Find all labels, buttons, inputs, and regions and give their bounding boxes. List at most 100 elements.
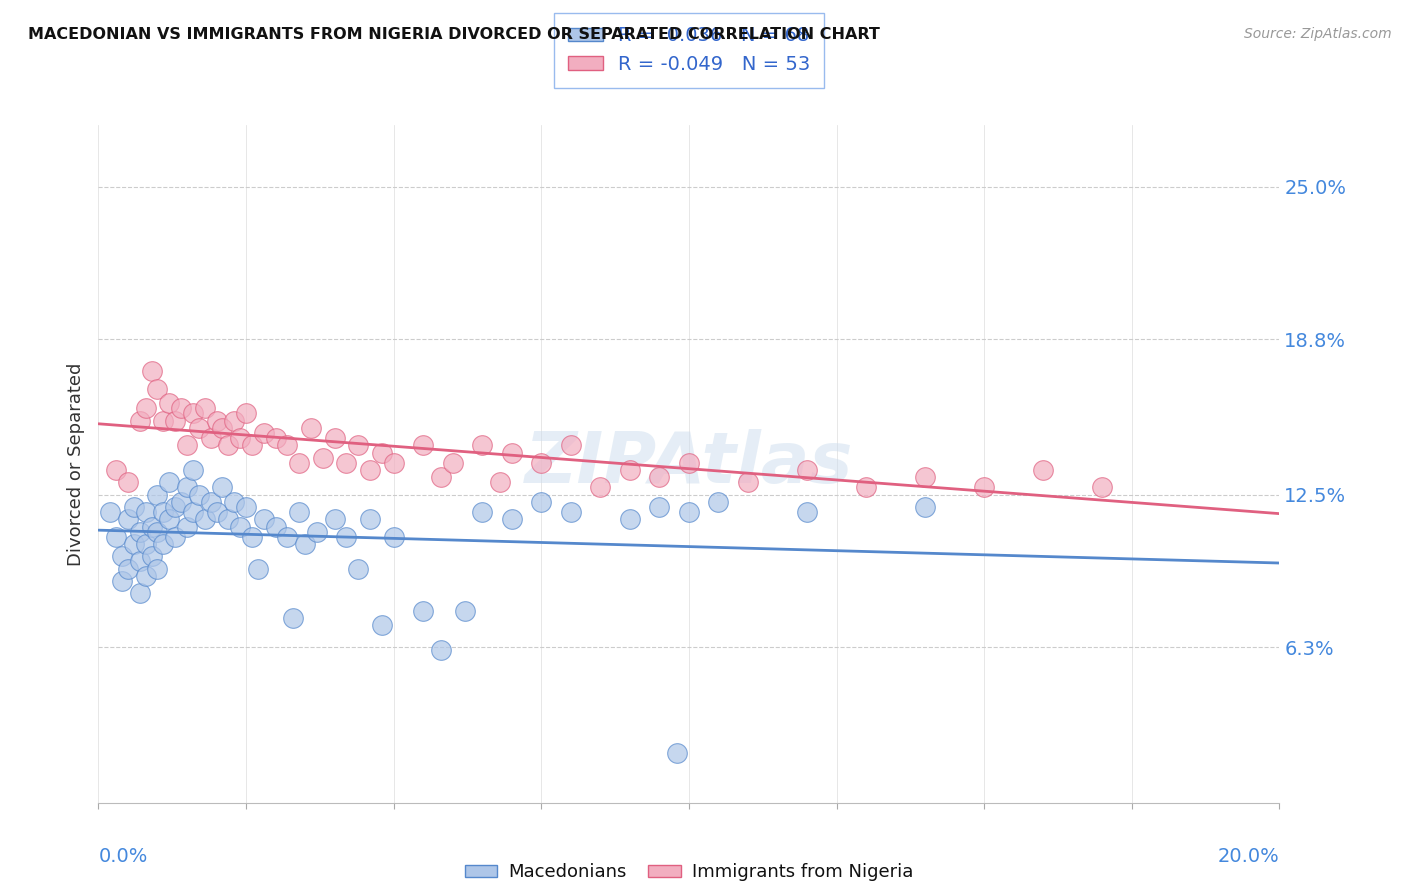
- Point: [157, 475, 180, 490]
- Point: [141, 549, 163, 564]
- Point: [264, 519, 287, 533]
- Point: [678, 505, 700, 519]
- Point: [200, 431, 222, 445]
- Point: [128, 586, 150, 600]
- Text: 20.0%: 20.0%: [1218, 847, 1279, 866]
- Point: [560, 505, 582, 519]
- Point: [157, 396, 180, 410]
- Point: [141, 519, 163, 533]
- Point: [217, 438, 239, 452]
- Point: [501, 512, 523, 526]
- Point: [217, 512, 239, 526]
- Point: [412, 603, 434, 617]
- Point: [176, 438, 198, 452]
- Point: [211, 421, 233, 435]
- Point: [170, 495, 193, 509]
- Point: [122, 537, 145, 551]
- Point: [666, 747, 689, 761]
- Point: [530, 495, 553, 509]
- Point: [111, 574, 134, 588]
- Point: [323, 431, 346, 445]
- Point: [211, 480, 233, 494]
- Point: [471, 438, 494, 452]
- Point: [914, 470, 936, 484]
- Point: [229, 519, 252, 533]
- Point: [205, 505, 228, 519]
- Point: [359, 463, 381, 477]
- Point: [165, 414, 187, 428]
- Point: [181, 406, 204, 420]
- Point: [181, 505, 204, 519]
- Point: [128, 554, 150, 568]
- Point: [152, 505, 174, 519]
- Point: [170, 401, 193, 416]
- Point: [187, 488, 209, 502]
- Point: [619, 512, 641, 526]
- Point: [128, 414, 150, 428]
- Point: [1091, 480, 1114, 494]
- Text: 0.0%: 0.0%: [98, 847, 148, 866]
- Point: [200, 495, 222, 509]
- Point: [619, 463, 641, 477]
- Point: [347, 438, 370, 452]
- Point: [305, 524, 328, 539]
- Point: [117, 512, 139, 526]
- Point: [253, 512, 276, 526]
- Point: [914, 500, 936, 514]
- Text: ZIPAtlas: ZIPAtlas: [524, 429, 853, 499]
- Point: [98, 505, 121, 519]
- Point: [347, 561, 370, 575]
- Point: [194, 512, 217, 526]
- Point: [135, 569, 157, 583]
- Point: [589, 480, 612, 494]
- Point: [128, 524, 150, 539]
- Text: Source: ZipAtlas.com: Source: ZipAtlas.com: [1244, 27, 1392, 41]
- Legend: Macedonians, Immigrants from Nigeria: Macedonians, Immigrants from Nigeria: [458, 856, 920, 888]
- Point: [253, 425, 276, 440]
- Point: [678, 456, 700, 470]
- Point: [146, 488, 169, 502]
- Point: [501, 446, 523, 460]
- Point: [312, 450, 335, 465]
- Point: [135, 505, 157, 519]
- Point: [105, 463, 128, 477]
- Point: [181, 463, 204, 477]
- Point: [371, 618, 394, 632]
- Point: [105, 530, 128, 544]
- Point: [430, 470, 453, 484]
- Point: [240, 530, 263, 544]
- Point: [276, 530, 298, 544]
- Point: [165, 500, 187, 514]
- Point: [796, 505, 818, 519]
- Point: [288, 505, 311, 519]
- Point: [530, 456, 553, 470]
- Point: [157, 512, 180, 526]
- Point: [135, 401, 157, 416]
- Point: [117, 561, 139, 575]
- Point: [187, 421, 209, 435]
- Point: [412, 438, 434, 452]
- Point: [323, 512, 346, 526]
- Point: [288, 456, 311, 470]
- Point: [796, 463, 818, 477]
- Point: [264, 431, 287, 445]
- Point: [165, 530, 187, 544]
- Point: [737, 475, 759, 490]
- Point: [382, 456, 405, 470]
- Point: [122, 500, 145, 514]
- Point: [648, 500, 671, 514]
- Text: MACEDONIAN VS IMMIGRANTS FROM NIGERIA DIVORCED OR SEPARATED CORRELATION CHART: MACEDONIAN VS IMMIGRANTS FROM NIGERIA DI…: [28, 27, 880, 42]
- Point: [235, 500, 257, 514]
- Point: [299, 421, 322, 435]
- Point: [240, 438, 263, 452]
- Point: [141, 364, 163, 378]
- Point: [371, 446, 394, 460]
- Point: [973, 480, 995, 494]
- Point: [648, 470, 671, 484]
- Point: [176, 480, 198, 494]
- Point: [205, 414, 228, 428]
- Point: [453, 603, 475, 617]
- Point: [152, 414, 174, 428]
- Point: [294, 537, 316, 551]
- Point: [146, 561, 169, 575]
